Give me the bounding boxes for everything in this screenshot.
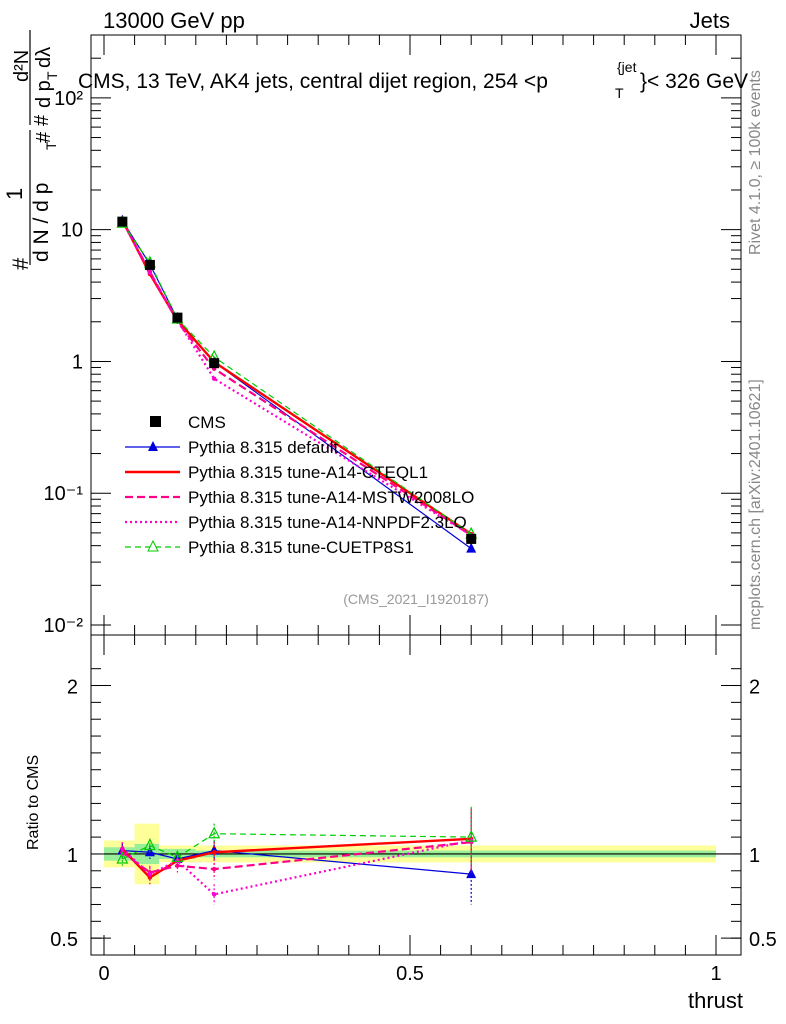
ratio-marker: [120, 846, 125, 852]
ratio-ytick-label: 2: [67, 677, 78, 699]
xaxis-label: thrust: [688, 988, 743, 1013]
mcplots-label: mcplots.cern.ch [arXiv:2401.10621]: [747, 379, 764, 630]
ratio-ylabel: Ratio to CMS: [25, 755, 42, 850]
ylabel-frac-den: d N / d p: [30, 183, 53, 262]
legend-label: Pythia 8.315 tune-CUETP8S1: [188, 538, 414, 557]
xtick-label: 1: [710, 963, 721, 985]
ratio-marker: [175, 863, 180, 868]
ratio-ytick-label-right: 0.5: [749, 929, 777, 951]
ratio-ytick-label: 0.5: [50, 929, 78, 951]
legend-item: Pythia 8.315 default: [125, 438, 339, 457]
ytick-label: 10⁻¹: [44, 483, 84, 505]
series-line: [121, 219, 472, 536]
xtick-label: 0.5: [396, 963, 424, 985]
ratio-series-line: [122, 833, 472, 860]
ylabel-frac-den-sub: T: [43, 141, 59, 150]
ylabel-top: # 1 d N / d p T # d²N # d p T dλ: [2, 30, 60, 270]
data-point: [209, 358, 220, 369]
legend-marker: [147, 539, 159, 552]
ratio-marker: [466, 868, 477, 879]
analysis-id: (CMS_2021_I1920187): [343, 591, 489, 607]
main-panel: 10⁻² 10⁻¹ 1 10 10² (CMS_2021_I1920187) CMS, …: [44, 34, 748, 637]
data-point: [117, 216, 128, 227]
ratio-marker: [211, 850, 217, 855]
ylabel-frac-num: 1: [2, 188, 27, 200]
ytick-label: 10⁻²: [44, 615, 84, 637]
ratio-marker: [465, 829, 478, 842]
legend: CMS Pythia 8.315 default Pythia 8.315 tune…: [125, 413, 474, 557]
ylabel-hash-right: #: [31, 114, 53, 126]
ratio-panel-frame: [90, 634, 742, 956]
legend-label: CMS: [188, 413, 226, 432]
title-end: }< 326 GeV: [640, 70, 748, 93]
title-sub: T: [615, 85, 624, 101]
data-point: [144, 259, 155, 270]
legend-marker: [150, 416, 161, 427]
ratio-marker: [208, 826, 221, 839]
ytick-label: 10: [61, 220, 83, 242]
series-marker: [466, 542, 477, 553]
ratio-marker: [143, 838, 156, 851]
xtick-label: 0: [98, 963, 109, 985]
rivet-label: Rivet 4.1.0, ≥ 100k events: [747, 70, 764, 255]
legend-item: Pythia 8.315 tune-A14-MSTW2008LO: [125, 488, 474, 507]
series-marker: [211, 376, 217, 381]
header-jets: Jets: [690, 8, 730, 33]
data-point: [466, 533, 477, 544]
legend-item: CMS: [150, 413, 226, 432]
ratio-panel: 0.5 0.5 1 1 2 2 0 0.5 1 Ratio to CMS thrust: [25, 634, 777, 1013]
ylabel-hash-mid: #: [33, 131, 55, 143]
title-sup: {jet: [617, 59, 637, 75]
series-marker: [147, 270, 153, 276]
legend-item: Pythia 8.315 tune-CUETP8S1: [125, 538, 414, 557]
legend-label: Pythia 8.315 tune-A14-CTEQL1: [188, 463, 428, 482]
ylabel-hash-left: #: [8, 257, 33, 270]
ratio-marker: [211, 892, 217, 897]
ratio-ytick-label: 1: [67, 845, 78, 867]
ratio-ytick-label-right: 1: [749, 845, 760, 867]
legend-label: Pythia 8.315 tune-A14-MSTW2008LO: [188, 488, 474, 507]
ylabel-d2n: d²N: [11, 50, 33, 82]
header-energy: 13000 GeV pp: [103, 8, 245, 33]
ratio-ytick-label-right: 2: [749, 677, 760, 699]
legend-marker: [148, 441, 158, 451]
ytick-label: 1: [72, 351, 83, 373]
data-point: [172, 312, 183, 323]
legend-item: Pythia 8.315 tune-A14-NNPDF2.3LO: [125, 513, 467, 532]
ylabel-dpt-sub: T: [44, 71, 60, 80]
ylabel-dpt: d p: [33, 80, 55, 108]
plot-title: CMS, 13 TeV, AK4 jets, central dijet reg…: [78, 59, 748, 101]
ratio-marker: [147, 875, 153, 880]
ytick-label: 10²: [54, 88, 83, 110]
legend-label: Pythia 8.315 default: [188, 438, 339, 457]
legend-item: Pythia 8.315 tune-A14-CTEQL1: [125, 463, 428, 482]
ratio-series-line: [121, 839, 472, 896]
ylabel-dlambda: dλ: [33, 47, 55, 68]
ratio-marker: [171, 849, 184, 862]
ratio-marker: [147, 871, 153, 877]
ratio-marker: [211, 866, 217, 872]
ratio-marker: [116, 851, 129, 864]
title-main: CMS, 13 TeV, AK4 jets, central dijet reg…: [78, 70, 548, 93]
legend-label: Pythia 8.315 tune-A14-NNPDF2.3LO: [188, 513, 467, 532]
